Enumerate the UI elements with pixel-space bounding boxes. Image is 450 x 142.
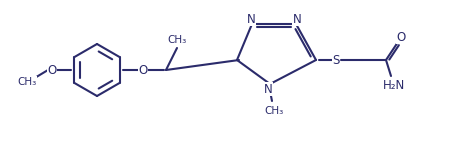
Text: O: O (396, 31, 405, 43)
Text: CH₃: CH₃ (167, 35, 187, 45)
Text: N: N (264, 83, 272, 96)
Text: N: N (292, 12, 302, 26)
Text: N: N (247, 12, 256, 26)
Text: H₂N: H₂N (383, 79, 405, 91)
Text: CH₃: CH₃ (18, 77, 36, 87)
Text: O: O (47, 63, 57, 77)
Text: CH₃: CH₃ (265, 106, 284, 116)
Text: S: S (332, 54, 340, 66)
Text: O: O (139, 63, 148, 77)
